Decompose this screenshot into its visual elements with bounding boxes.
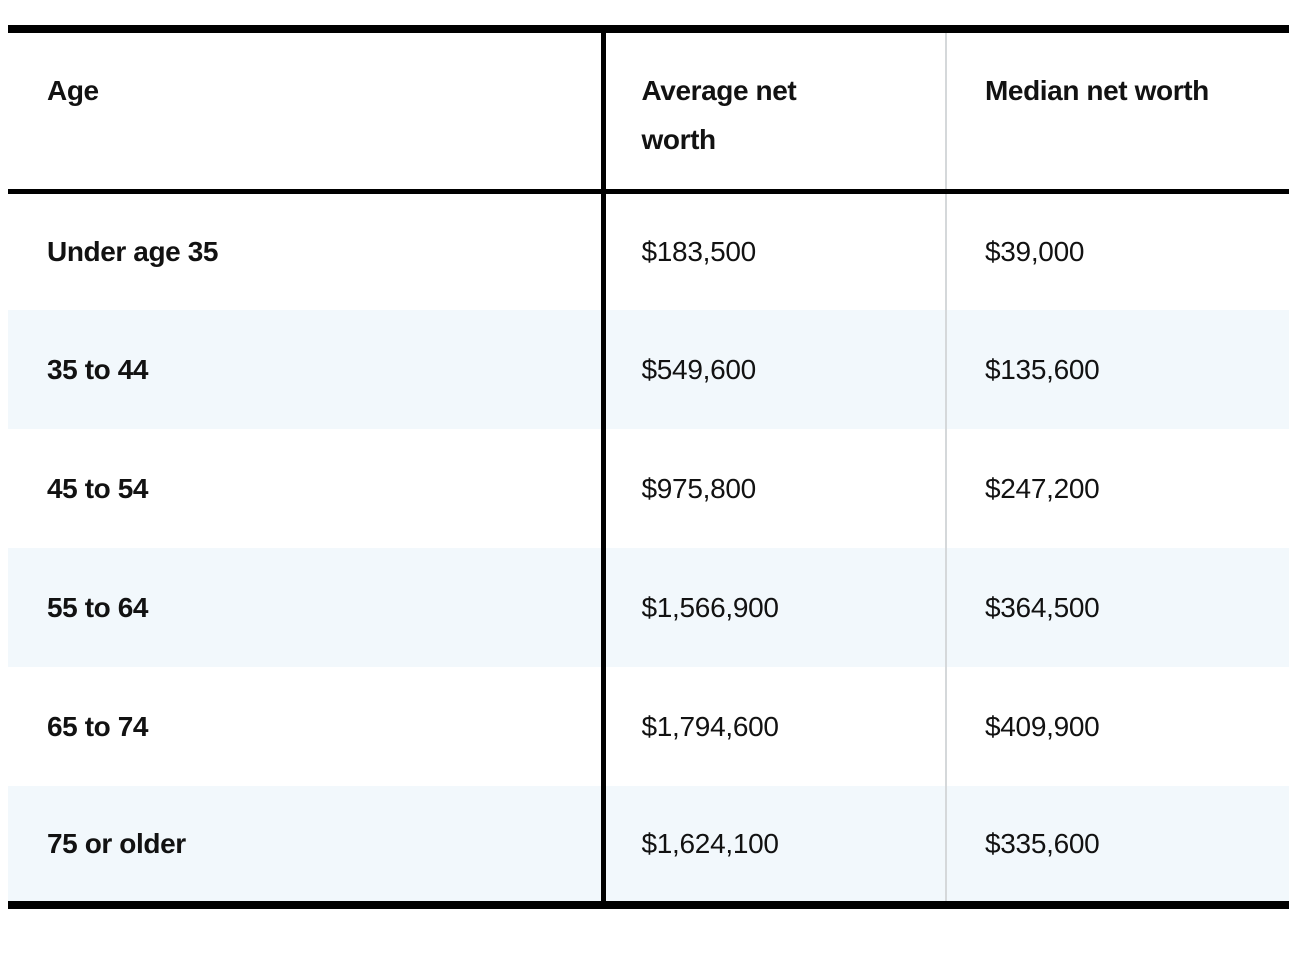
net-worth-by-age-table: Age Average net worth Median net worth U… bbox=[8, 25, 1289, 909]
median-net-worth-value: $247,200 bbox=[985, 472, 1100, 504]
column-header-median-net-worth: Median net worth bbox=[985, 75, 1209, 106]
table-row: 35 to 44 $549,600 $135,600 bbox=[8, 310, 1289, 429]
page: Age Average net worth Median net worth U… bbox=[8, 25, 1289, 909]
header-row: Age Average net worth Median net worth bbox=[8, 29, 1289, 191]
age-bracket-label: 65 to 74 bbox=[8, 667, 606, 786]
median-net-worth-value: $364,500 bbox=[985, 591, 1100, 623]
table-row: 45 to 54 $975,800 $247,200 bbox=[8, 429, 1289, 548]
median-net-worth-value: $409,900 bbox=[985, 710, 1100, 742]
average-net-worth-value: $1,794,600 bbox=[603, 667, 947, 786]
column-header-age: Age bbox=[8, 29, 606, 191]
average-net-worth-value: $975,800 bbox=[603, 429, 947, 548]
table-header: Age Average net worth Median net worth bbox=[8, 29, 1289, 191]
median-net-worth-value: $39,000 bbox=[985, 235, 1085, 267]
age-bracket-label: 35 to 44 bbox=[8, 310, 606, 429]
median-net-worth-value: $135,600 bbox=[985, 353, 1100, 385]
column-header-average-net-worth: Average net worth bbox=[603, 29, 947, 191]
table-row: 65 to 74 $1,794,600 $409,900 bbox=[8, 667, 1289, 786]
median-net-worth-value: $335,600 bbox=[985, 827, 1100, 859]
table-row: Under age 35 $183,500 $39,000 bbox=[8, 191, 1289, 310]
age-bracket-label: Under age 35 bbox=[8, 191, 606, 310]
table-row: 55 to 64 $1,566,900 $364,500 bbox=[8, 548, 1289, 667]
age-bracket-label: 75 or older bbox=[8, 786, 606, 905]
average-net-worth-value: $1,624,100 bbox=[603, 786, 947, 905]
table-row: 75 or older $1,624,100 $335,600 bbox=[8, 786, 1289, 905]
age-bracket-label: 45 to 54 bbox=[8, 429, 606, 548]
average-net-worth-value: $183,500 bbox=[603, 191, 947, 310]
average-net-worth-value: $549,600 bbox=[603, 310, 947, 429]
age-bracket-label: 55 to 64 bbox=[8, 548, 606, 667]
average-net-worth-value: $1,566,900 bbox=[603, 548, 947, 667]
table-body: Under age 35 $183,500 $39,000 35 to 44 $… bbox=[8, 191, 1289, 905]
